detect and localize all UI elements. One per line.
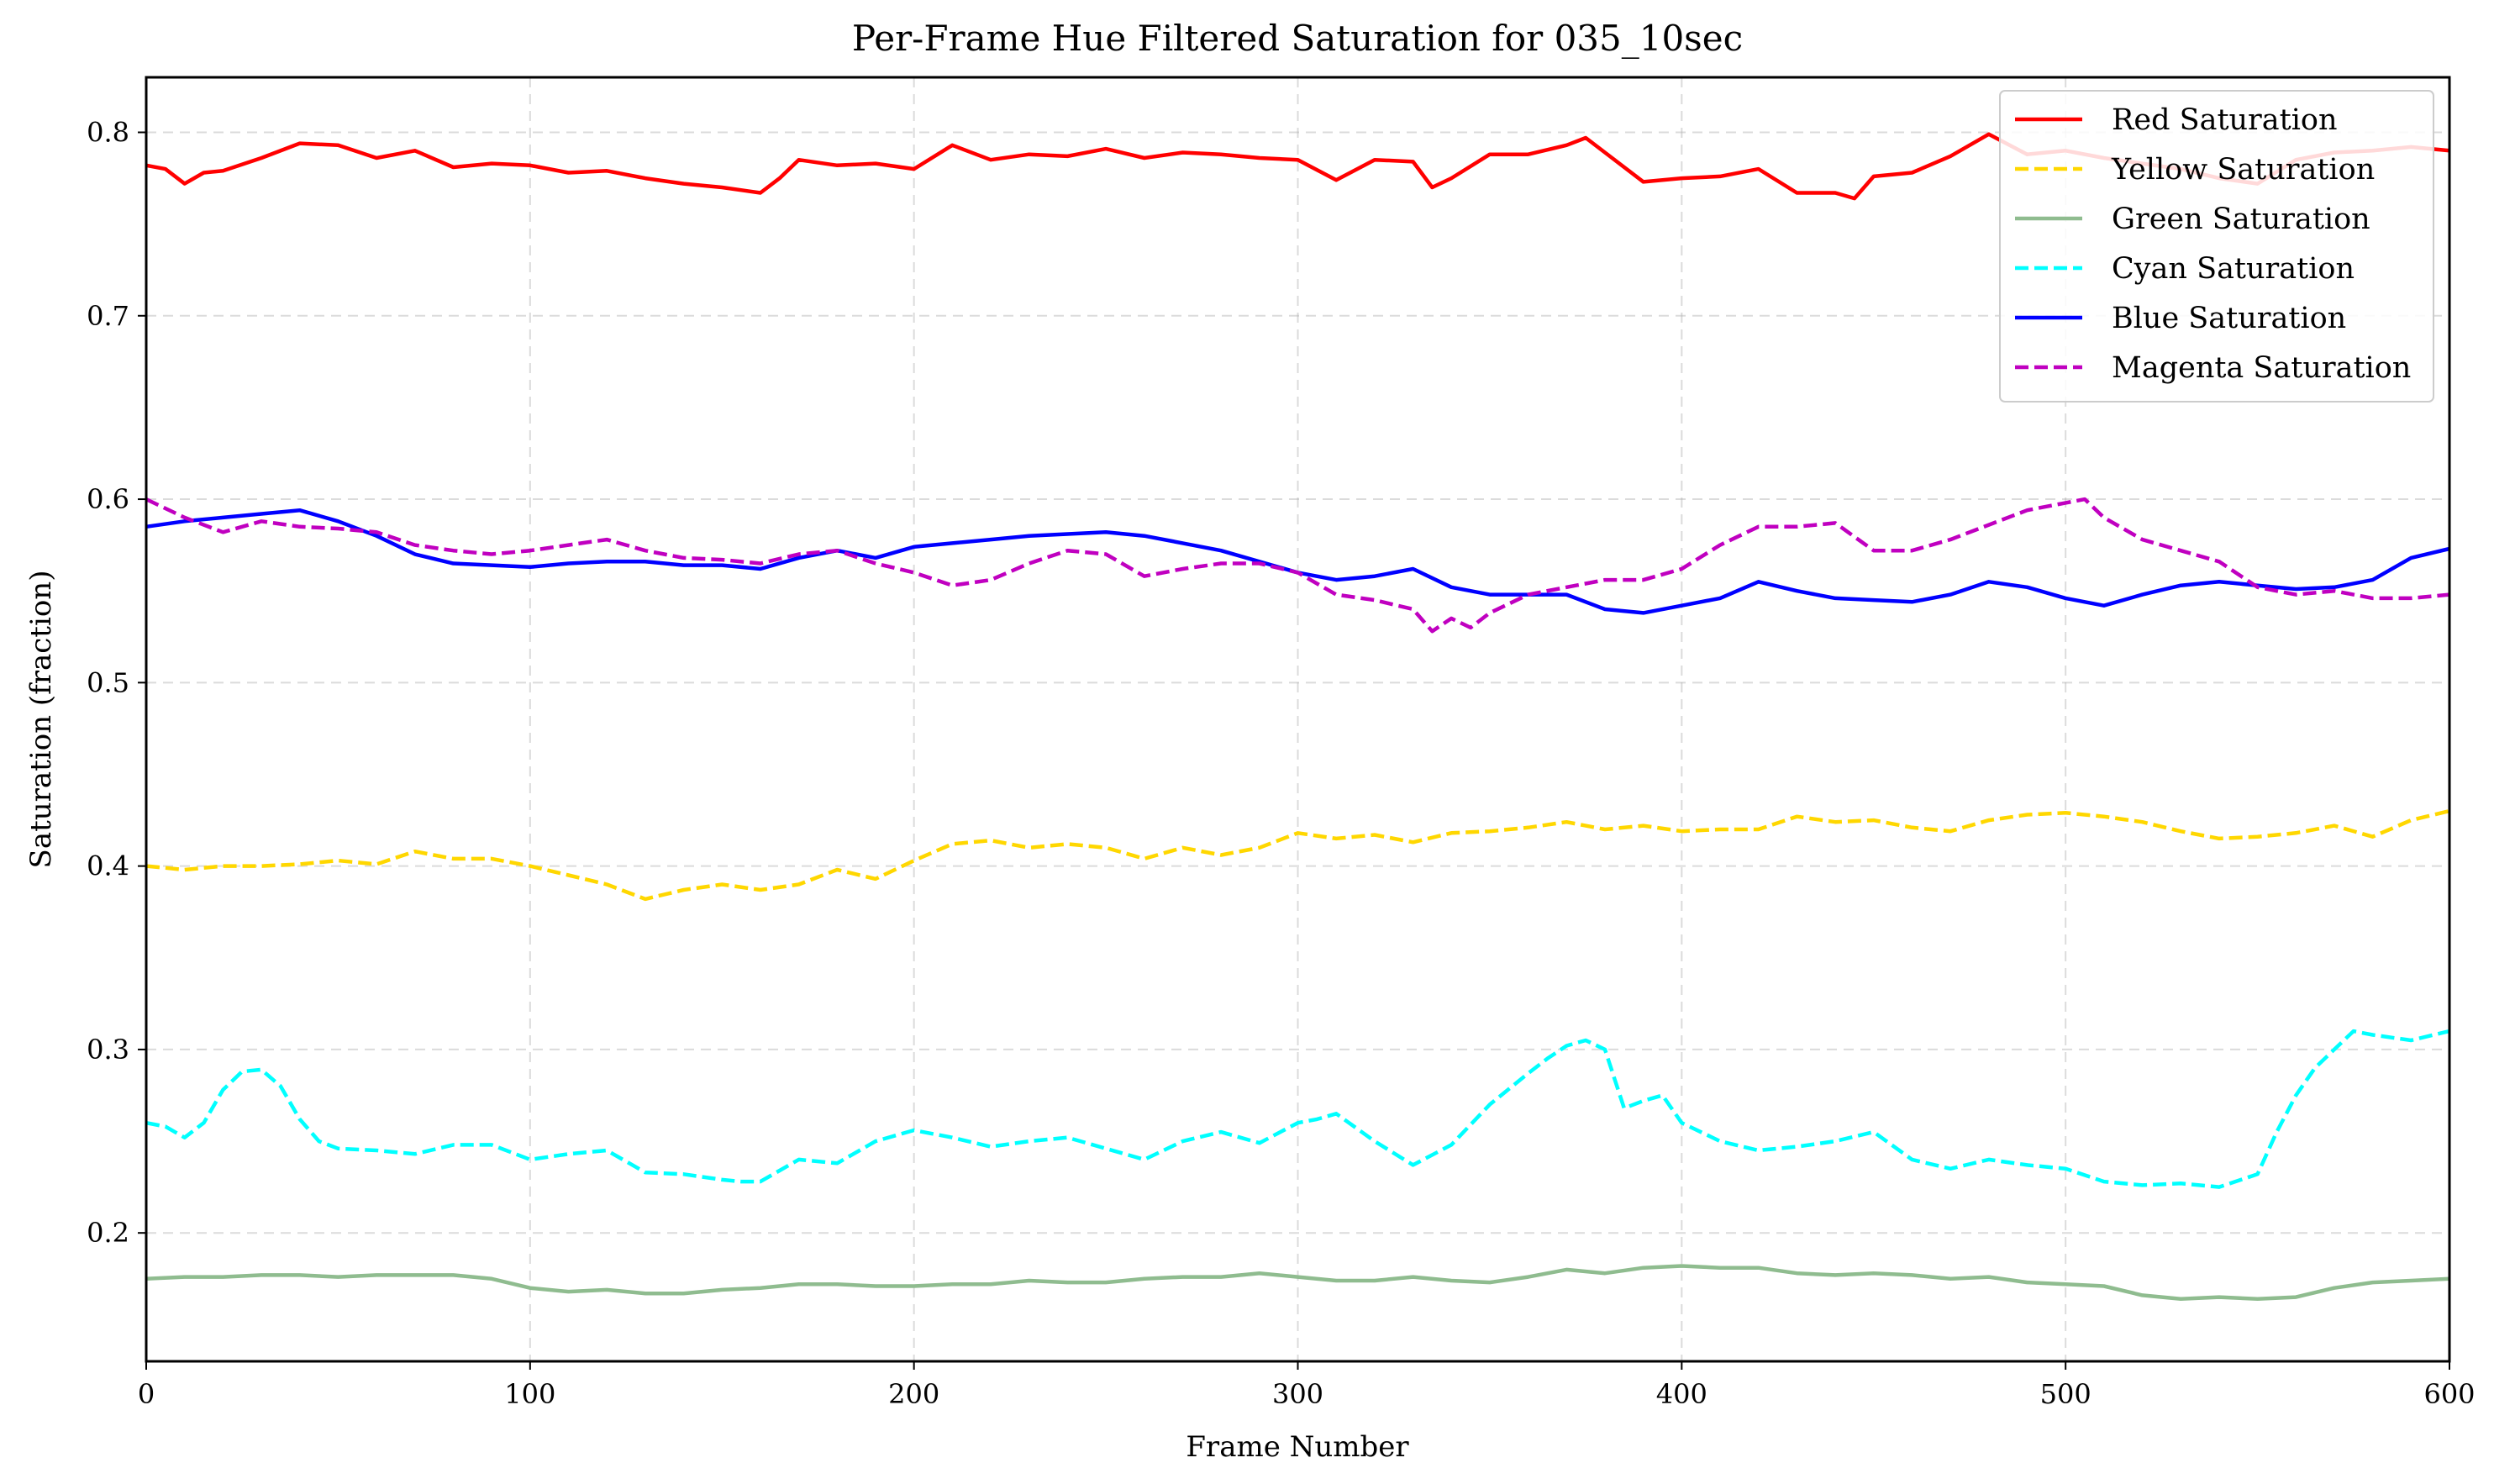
y-tick-label: 0.4: [87, 850, 129, 882]
chart-title: Per-Frame Hue Filtered Saturation for 03…: [852, 18, 1743, 59]
legend: Red Saturation Yellow Saturation Green Sat…: [1999, 90, 2434, 403]
series-lines: [145, 132, 2450, 1302]
y-axis-label: Saturation (fraction): [24, 571, 58, 869]
green-legend-label: Green Saturation: [2112, 203, 2370, 236]
x-axis-label: Frame Number: [1186, 1430, 1409, 1464]
x-tick-label: 600: [2423, 1378, 2475, 1410]
y-tick-label: 0.5: [87, 666, 129, 698]
y-tick-label: 0.6: [87, 483, 129, 515]
magenta-legend-label: Magenta Saturation: [2112, 351, 2411, 385]
legend-box: [1999, 90, 2434, 403]
y-tick-label: 0.7: [87, 300, 129, 332]
y-tick-label: 0.3: [87, 1034, 129, 1066]
blue-legend-label: Blue Saturation: [2112, 302, 2346, 335]
yellow-legend-label: Yellow Saturation: [2111, 153, 2375, 187]
red-legend-label: Red Saturation: [2112, 103, 2338, 137]
x-tick-label: 300: [1272, 1378, 1323, 1410]
cyan-saturation-line: [145, 1029, 2450, 1189]
x-tick-label: 100: [504, 1378, 555, 1410]
cyan-legend-label: Cyan Saturation: [2112, 252, 2355, 286]
yellow-saturation-line: [145, 808, 2450, 902]
axis-ticks: 0 100 200 300 400 500 600 0.2 0.3 0.4 0.5 0.6 0.7 0.8: [87, 116, 2475, 1410]
x-tick-label: 500: [2040, 1378, 2091, 1410]
x-tick-label: 200: [888, 1378, 939, 1410]
x-tick-label: 0: [138, 1378, 155, 1410]
magenta-saturation-line: [145, 497, 2450, 634]
y-tick-label: 0.8: [87, 116, 129, 148]
y-tick-label: 0.2: [87, 1217, 129, 1249]
green-saturation-line: [145, 1264, 2450, 1302]
x-tick-label: 400: [1656, 1378, 1707, 1410]
